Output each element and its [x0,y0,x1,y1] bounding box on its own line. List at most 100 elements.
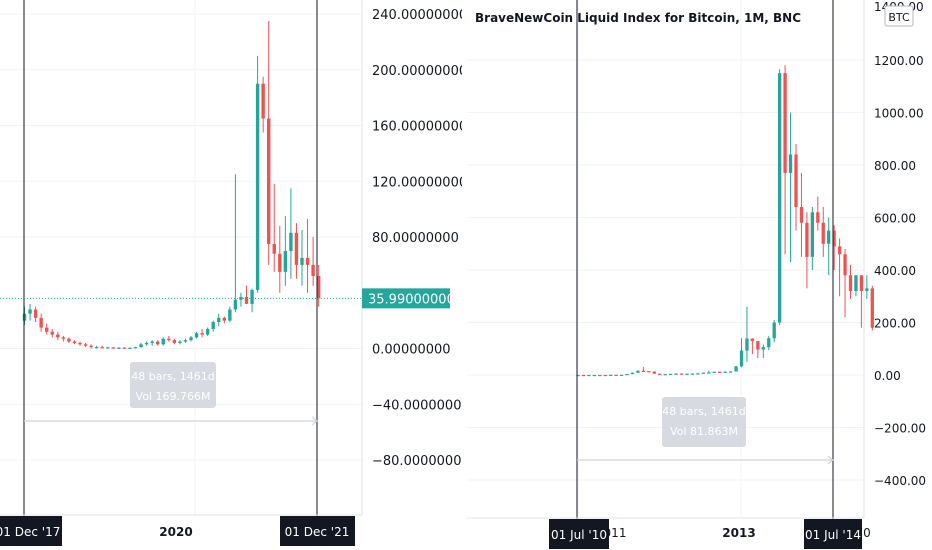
right-currency-badge[interactable] [884,5,914,27]
left-candle-body[interactable] [133,347,138,349]
right-candle-body[interactable] [756,341,760,350]
left-candle-body[interactable] [183,340,188,342]
left-candle-body[interactable] [89,345,93,348]
left-candle-body[interactable] [50,331,54,335]
right-candle-body[interactable] [805,222,809,257]
left-candle-body[interactable] [172,340,177,343]
right-candle-body[interactable] [625,374,629,376]
left-candle-body[interactable] [178,341,182,343]
left-candle-body[interactable] [305,257,310,265]
right-candle-body[interactable] [848,275,853,291]
left-candle-body[interactable] [39,317,43,328]
right-candle-body[interactable] [696,373,700,375]
left-candle-body[interactable] [161,338,165,345]
left-candle-body[interactable] [272,243,276,254]
right-candle-body[interactable] [712,371,716,373]
right-candle-body[interactable] [728,371,733,373]
right-candle-body[interactable] [750,338,755,342]
left-chart[interactable]: 240.00000000 200.00000000 160.00000000 120.… [0,0,462,550]
left-candle-body[interactable] [261,83,265,119]
right-candle-body[interactable] [609,374,613,376]
right-candle-body[interactable] [870,288,874,328]
left-candle-body[interactable] [294,232,299,265]
right-candle-body[interactable] [641,370,646,372]
right-candle-body[interactable] [718,371,722,373]
right-candle-body[interactable] [859,275,864,291]
left-candle-body[interactable] [56,334,60,338]
right-candle-body[interactable] [603,374,607,377]
right-candle-body[interactable] [647,371,651,373]
left-candle-body[interactable] [205,328,210,335]
left-time-tag-end[interactable] [280,516,355,546]
right-measure-tool[interactable]: 48 bars, 1461d Vol 81.863M [577,397,834,465]
left-candle-body[interactable] [28,309,32,314]
left-candle-body[interactable] [289,232,293,251]
left-candle-body[interactable] [167,338,171,341]
right-candle-body[interactable] [581,374,586,377]
right-candle-body[interactable] [669,373,673,376]
left-candle-body[interactable] [83,344,88,346]
left-candle-body[interactable] [33,309,38,318]
right-time-tag-end[interactable] [804,519,862,549]
right-candle-body[interactable] [658,373,662,375]
right-candle-body[interactable] [619,374,624,376]
right-candle-body[interactable] [630,372,635,375]
left-candle-body[interactable] [250,289,254,304]
right-time-tag-start[interactable] [549,519,609,549]
left-candle-body[interactable] [278,253,282,272]
left-candle-body[interactable] [244,296,249,304]
right-candle-body[interactable] [832,230,836,247]
left-time-tag-start[interactable] [0,516,62,546]
right-candle-body[interactable] [592,374,596,377]
right-candle-body[interactable] [707,372,711,374]
left-candle-body[interactable] [156,341,160,345]
right-candle-body[interactable] [788,154,793,173]
right-candle-body[interactable] [821,222,825,244]
left-candle-body[interactable] [122,347,127,349]
left-candle-body[interactable] [144,342,149,345]
left-candle-body[interactable] [255,83,260,290]
left-candle-body[interactable] [78,342,82,345]
right-candle-body[interactable] [799,207,804,223]
right-candle-body[interactable] [810,212,814,257]
left-candle-body[interactable] [139,344,143,348]
right-candle-body[interactable] [816,212,820,223]
right-candle-body[interactable] [827,230,831,244]
right-candle-body[interactable] [576,374,580,377]
left-candle-body[interactable] [217,317,221,323]
right-candle-body[interactable] [745,338,749,351]
left-candle-body[interactable] [111,347,115,349]
right-candle-body[interactable] [772,322,776,339]
right-candle-body[interactable] [723,371,727,373]
left-candle-body[interactable] [189,337,193,341]
left-candle-body[interactable] [106,347,110,349]
left-candle-body[interactable] [233,299,238,310]
left-candle-body[interactable] [316,276,321,299]
right-candle-body[interactable] [794,154,798,208]
right-candle-body[interactable] [701,372,705,374]
left-candle-body[interactable] [117,347,121,349]
left-candle-body[interactable] [100,347,104,349]
left-candle-body[interactable] [211,322,215,329]
left-measure-tool[interactable]: 48 bars, 1461d Vol 169.766M [24,362,318,426]
left-candle-body[interactable] [300,257,304,265]
right-candle-body[interactable] [739,350,744,367]
right-plot-area[interactable] [467,0,874,518]
left-candle-body[interactable] [283,250,288,272]
left-candle-body[interactable] [222,317,226,321]
right-candle-body[interactable] [663,374,667,376]
left-candle-body[interactable] [267,118,271,244]
left-candle-body[interactable] [94,347,99,349]
right-candle-body[interactable] [652,371,656,374]
right-candle-body[interactable] [761,347,765,350]
left-candle-body[interactable] [150,341,154,343]
right-candle-body[interactable] [837,246,842,255]
right-candle-body[interactable] [865,288,869,291]
left-candle-body[interactable] [72,341,77,343]
left-candle-body[interactable] [67,338,71,342]
left-candle-body[interactable] [194,333,199,338]
right-candle-body[interactable] [783,73,787,173]
left-candle-body[interactable] [311,264,315,277]
right-candle-body[interactable] [636,370,640,373]
left-plot-area[interactable] [0,0,362,515]
